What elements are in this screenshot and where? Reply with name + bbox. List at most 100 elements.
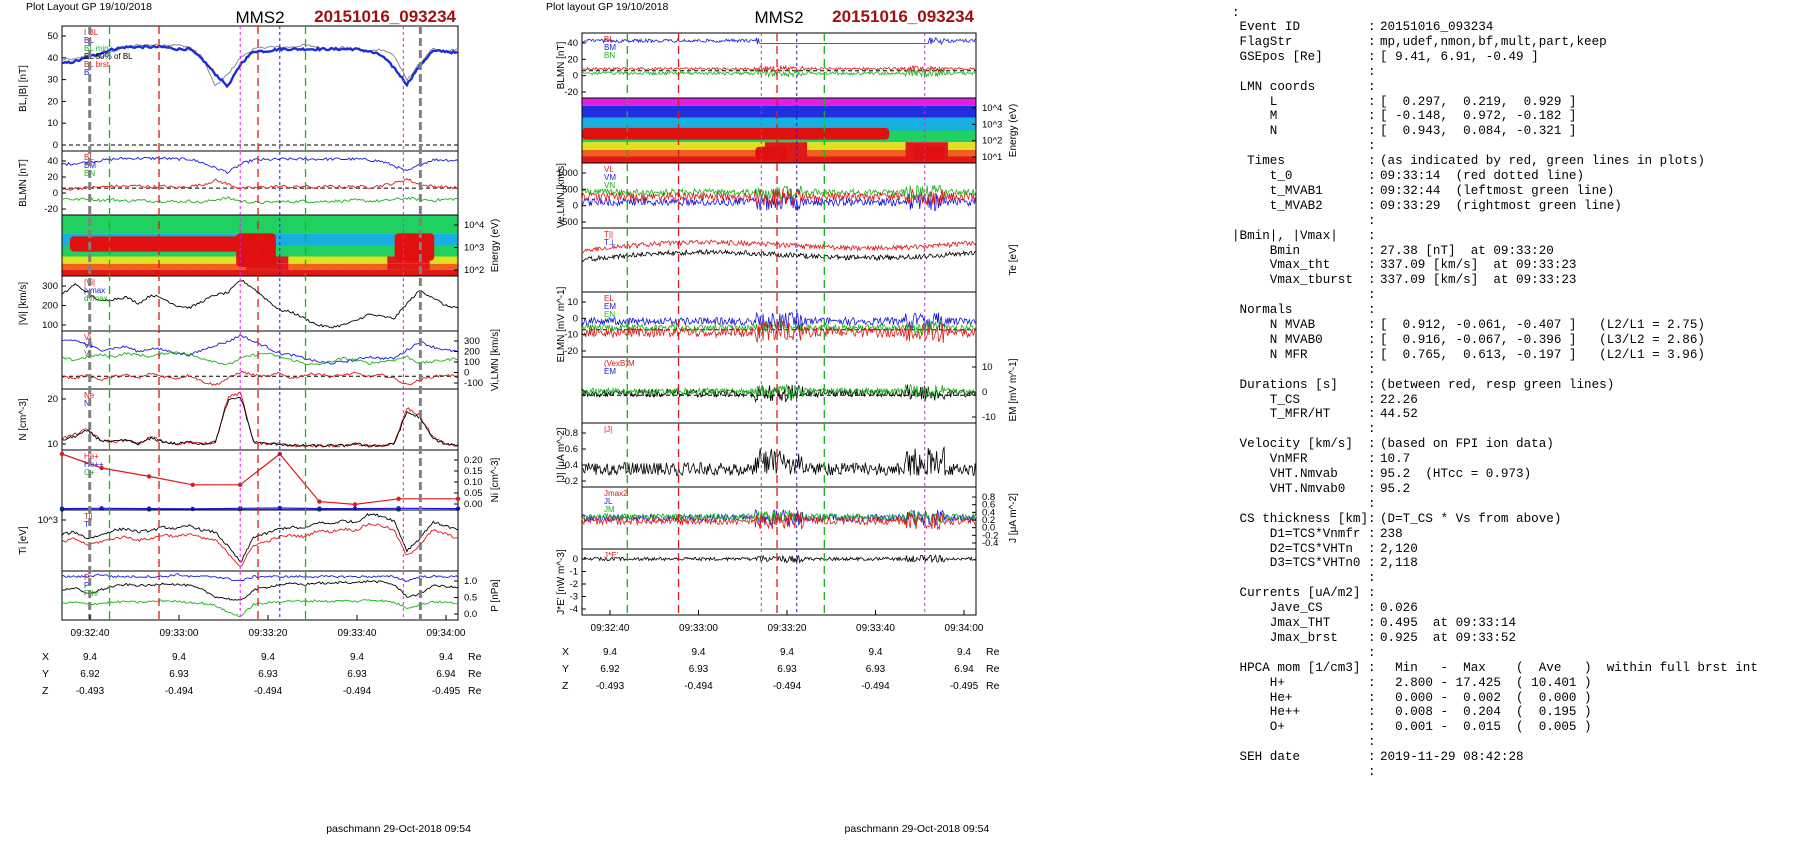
spectrogram-cell xyxy=(807,117,822,131)
spectrogram-cell xyxy=(443,269,459,276)
summary-key: t_0 xyxy=(1232,169,1293,183)
spectrogram-cell xyxy=(104,269,119,276)
spectrogram-cell xyxy=(708,156,724,163)
summary-value: (D=T_CS * Vs from above) xyxy=(1380,511,1562,526)
y-tick-label: -2 xyxy=(570,579,578,590)
summary-value: 0.000 - 0.002 ( 0.000 ) xyxy=(1380,690,1592,705)
spectrogram-cell xyxy=(807,156,822,163)
spectrogram-cell xyxy=(596,142,611,150)
panel-frame xyxy=(581,227,977,293)
spectrogram-cell xyxy=(905,142,921,150)
series-line xyxy=(61,391,459,448)
legend-entry: J*E' xyxy=(604,551,618,560)
legend-entry: T|| xyxy=(604,230,613,239)
summary-colon: : xyxy=(1368,735,1376,750)
summary-key: O+ xyxy=(1232,720,1285,735)
panel-frame xyxy=(61,570,459,621)
y-tick-label: 0 xyxy=(573,554,578,565)
spectrogram-cell xyxy=(961,150,977,157)
spectrogram-cell xyxy=(652,105,667,118)
spectrogram-cell xyxy=(104,263,119,270)
spectrogram-cell xyxy=(835,156,850,163)
summary-key: Jmax_THT xyxy=(1232,616,1331,630)
spectrogram-cell xyxy=(132,263,148,270)
spectrogram-cell xyxy=(316,269,332,276)
spectrogram-cell xyxy=(933,117,949,131)
spectrogram-cell xyxy=(947,105,963,118)
summary-colon: : xyxy=(1368,243,1376,258)
y-axis-label: Ti [eV] xyxy=(18,526,29,555)
summary-colon: : xyxy=(1368,198,1376,213)
ephemeris-row-label: Y xyxy=(42,668,49,680)
spectrogram-cell xyxy=(835,98,850,106)
spectrogram-cell xyxy=(764,142,780,150)
spectrogram-cell xyxy=(582,117,597,131)
summary-key: N MFR xyxy=(1232,347,1308,362)
spectrogram-cell xyxy=(891,98,907,106)
spectrogram-cell xyxy=(62,245,77,257)
spectrogram-cell xyxy=(821,98,836,106)
chart-title: MMS2 xyxy=(754,8,803,27)
event-title: 20151016_093234 xyxy=(832,7,974,26)
summary-key: N MVAB xyxy=(1232,318,1316,332)
summary-value: 2,120 xyxy=(1380,541,1418,556)
ephemeris-value: 9.4 xyxy=(261,652,275,663)
spectrogram-cell xyxy=(638,98,653,106)
spectrogram-cell xyxy=(863,117,878,131)
event-summary-table: : Event ID: 20151016_093234 FlagStr: mp,ud… xyxy=(1232,6,1802,826)
spectrogram-cell xyxy=(118,269,134,276)
spectrogram-cell xyxy=(694,142,710,150)
spectrogram-cell xyxy=(666,105,681,118)
ephemeris-value: 6.93 xyxy=(347,669,367,680)
summary-value: 0.925 at 09:33:52 xyxy=(1380,630,1517,645)
summary-colon: : xyxy=(1368,228,1376,243)
spectrogram-cell xyxy=(118,263,134,270)
y-axis-label: BLMN [nT] xyxy=(556,41,567,89)
y-tick-label: 500 xyxy=(562,184,578,195)
spectrogram-cell xyxy=(877,105,893,118)
x-tick-label: 09:33:20 xyxy=(768,623,807,634)
summary-colon: : xyxy=(1368,601,1376,616)
panel-frame xyxy=(61,275,459,332)
y-tick-label: 30 xyxy=(47,75,58,86)
spectrogram-cell xyxy=(933,105,949,118)
summary-colon: : xyxy=(1368,407,1376,422)
y-tick-label: 20 xyxy=(47,96,58,107)
summary-colon: : xyxy=(1368,183,1376,198)
spectrogram-cell xyxy=(793,98,808,106)
spectrogram-cell xyxy=(933,130,949,143)
y-axis-label: Vi,LMN [km/s] xyxy=(490,329,501,391)
spectrogram-cell xyxy=(76,215,91,234)
panel-frame xyxy=(61,330,459,390)
summary-colon: : xyxy=(1368,49,1376,64)
summary-colon: : xyxy=(1368,452,1376,467)
spectrogram-cell xyxy=(245,269,261,276)
spectrogram-cell xyxy=(680,142,696,150)
spectrogram-cell xyxy=(905,105,921,118)
summary-colon: : xyxy=(1368,34,1376,49)
summary-colon: : xyxy=(1368,437,1376,452)
spectrogram-cell xyxy=(863,156,878,163)
summary-key: VHT.Nmvab0 xyxy=(1232,481,1346,496)
spectrogram-cell xyxy=(596,156,611,163)
y-tick-label: 0.8 xyxy=(565,428,578,439)
spectrogram-cell xyxy=(245,215,261,234)
spectrogram-cell xyxy=(175,269,190,276)
ephemeris-value: 6.93 xyxy=(169,669,189,680)
spectrogram-cell xyxy=(849,156,864,163)
summary-value: 0.495 at 09:33:14 xyxy=(1380,616,1517,630)
spectrogram-cell xyxy=(146,269,162,276)
spectrogram-cell xyxy=(736,105,752,118)
summary-value: 337.09 [km/s] at 09:33:23 xyxy=(1380,258,1577,273)
spectrogram-cell xyxy=(722,98,738,106)
y-tick-label: 10 xyxy=(47,118,58,129)
series-point xyxy=(59,451,65,457)
spectrogram-peak xyxy=(755,146,787,160)
summary-top-colon: : xyxy=(1232,6,1240,20)
spectrogram-cell xyxy=(90,256,105,264)
spectrogram-cell xyxy=(947,117,963,131)
spectrogram-cell xyxy=(779,117,794,131)
spectrogram-cell xyxy=(694,105,710,118)
ephemeris-value: 6.92 xyxy=(600,664,620,675)
spectrogram-cell xyxy=(610,105,625,118)
